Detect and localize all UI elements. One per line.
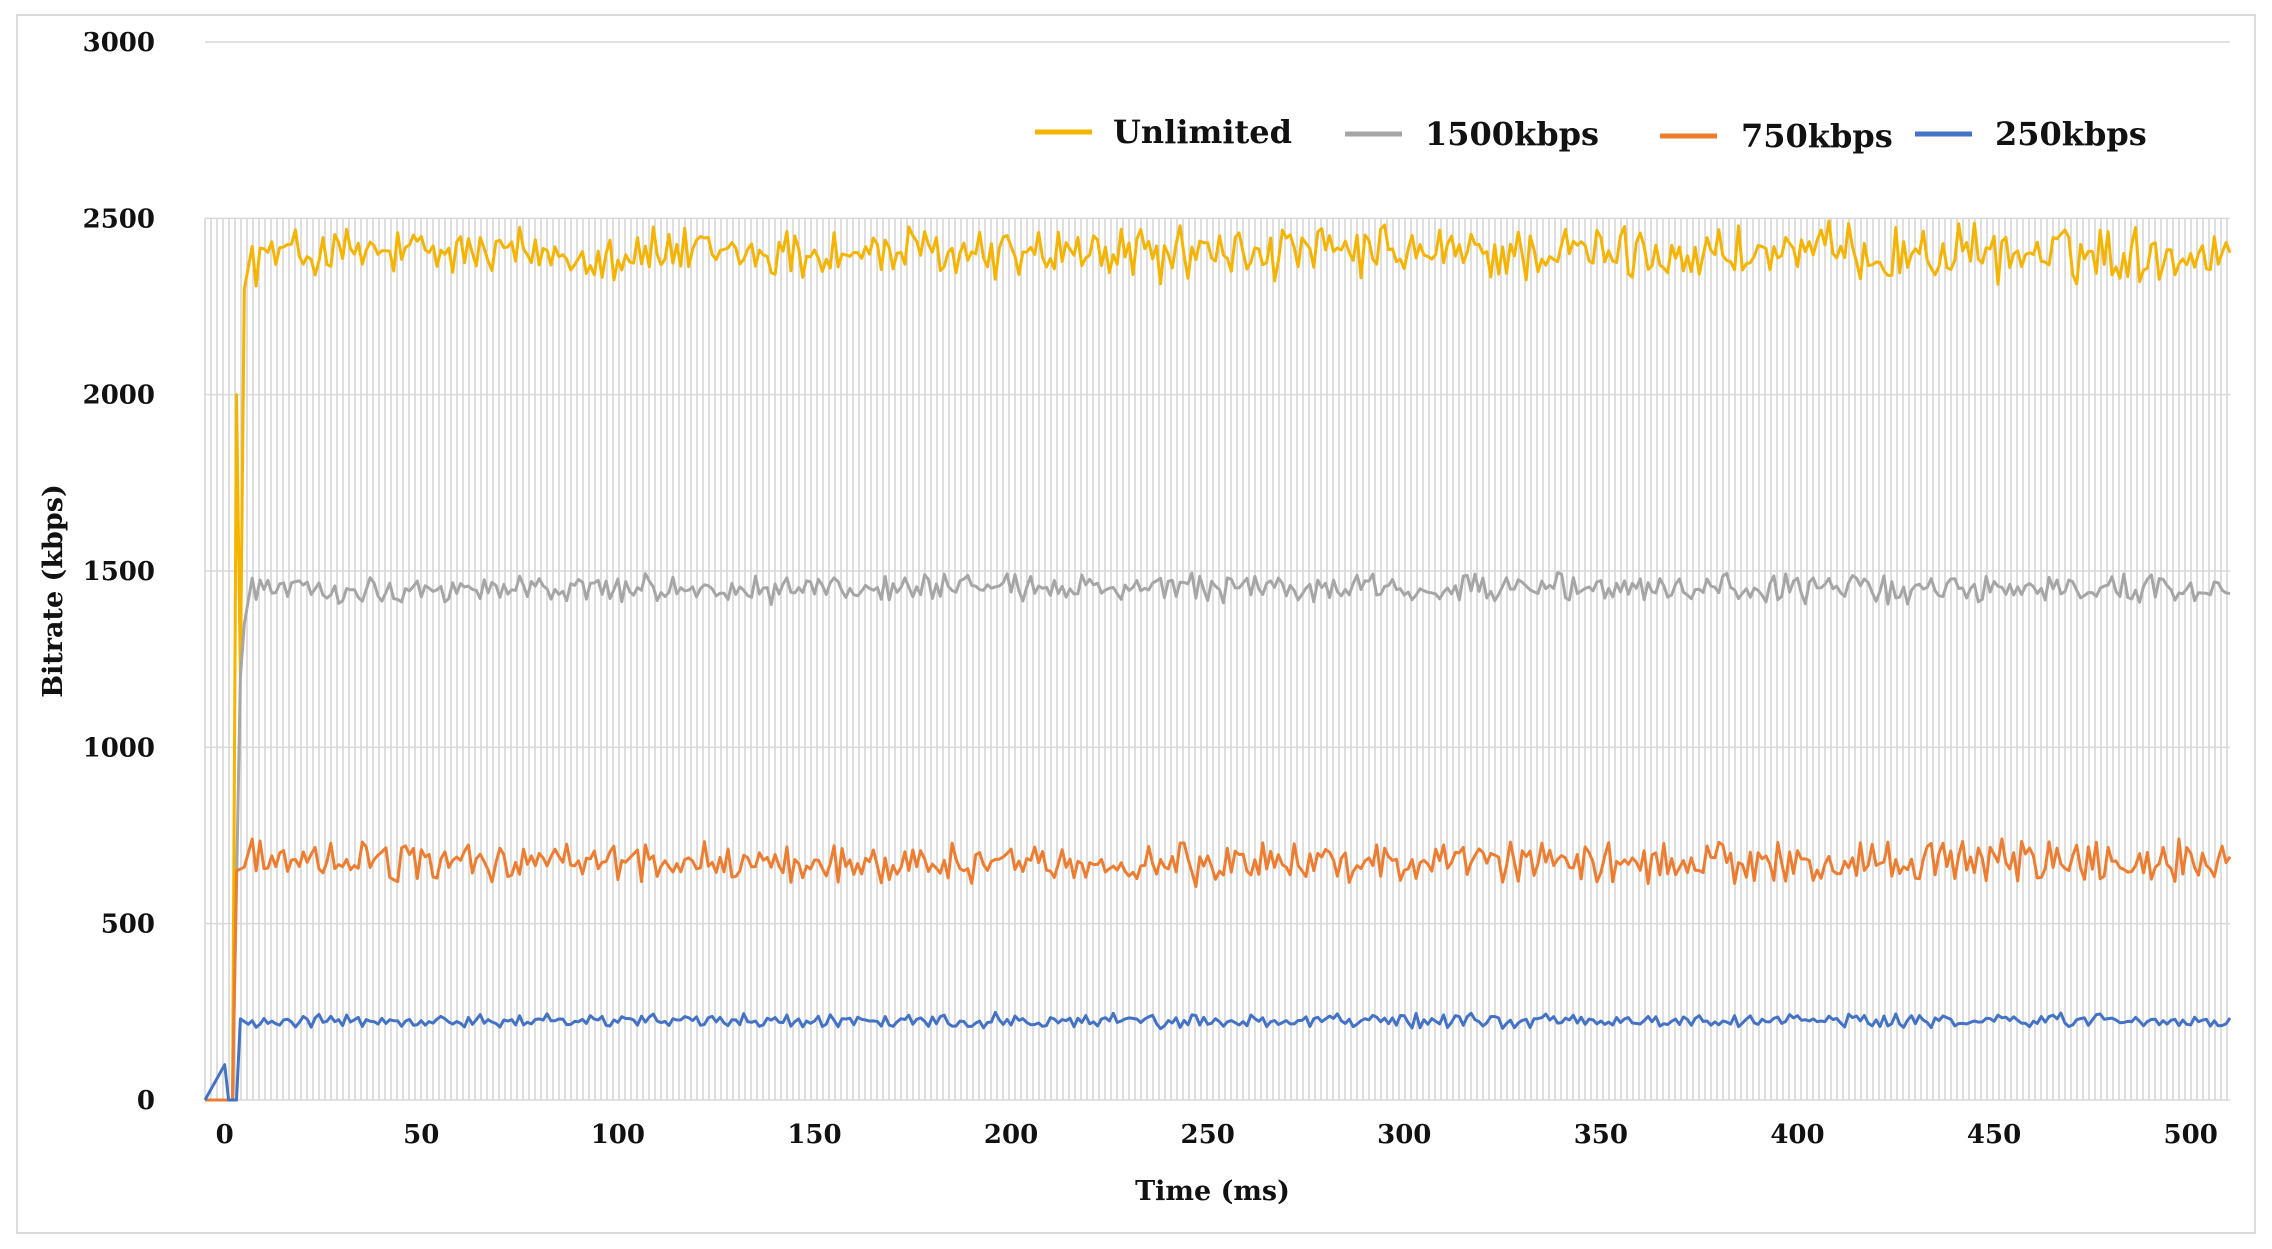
x-tick-label: 500 (2164, 1120, 2218, 1150)
legend-label: 250kbps (1995, 115, 2147, 153)
y-tick-label: 3000 (83, 28, 155, 58)
series-line-250kbps (203, 1010, 2232, 1102)
legend-label: 750kbps (1741, 117, 1893, 155)
y-axis-ticks: 0 500 1000 1500 2000 2500 3000 (83, 28, 155, 1116)
x-tick-label: 400 (1770, 1120, 1824, 1150)
series-lines (203, 219, 2232, 1102)
y-tick-label: 1500 (83, 557, 155, 587)
x-tick-label: 200 (984, 1120, 1038, 1150)
x-tick-label: 150 (787, 1120, 841, 1150)
x-tick-label: 100 (591, 1120, 645, 1150)
x-axis-label: Time (ms) (1135, 1176, 1290, 1207)
x-tick-label: 350 (1574, 1120, 1628, 1150)
gridlines (205, 41, 2230, 1101)
legend-label: Unlimited (1113, 113, 1292, 151)
x-tick-label: 250 (1181, 1120, 1235, 1150)
y-tick-label: 500 (101, 910, 155, 940)
hatch-lines (204, 218, 2228, 1100)
y-axis-label: Bitrate (kbps) (38, 484, 69, 698)
legend-label: 1500kbps (1425, 115, 1599, 153)
y-tick-label: 2000 (83, 381, 155, 411)
y-tick-label: 0 (137, 1086, 155, 1116)
x-tick-label: 300 (1377, 1120, 1431, 1150)
y-tick-label: 1000 (83, 733, 155, 763)
x-tick-label: 0 (216, 1120, 234, 1150)
x-tick-label: 450 (1967, 1120, 2021, 1150)
background-hatching (204, 218, 2228, 1100)
series-line-1500kbps (205, 571, 2231, 1102)
series-line-unlimited (205, 219, 2232, 1102)
x-axis-ticks: 0 50 100 150 200 250 300 350 400 450 500 (216, 1120, 2218, 1150)
y-tick-label: 2500 (83, 204, 155, 234)
chart-frame (16, 14, 2256, 1234)
series-line-750kbps (205, 837, 2232, 1102)
legend: Unlimited 1500kbps 750kbps 250kbps (1035, 113, 2147, 155)
x-tick-label: 50 (403, 1120, 439, 1150)
